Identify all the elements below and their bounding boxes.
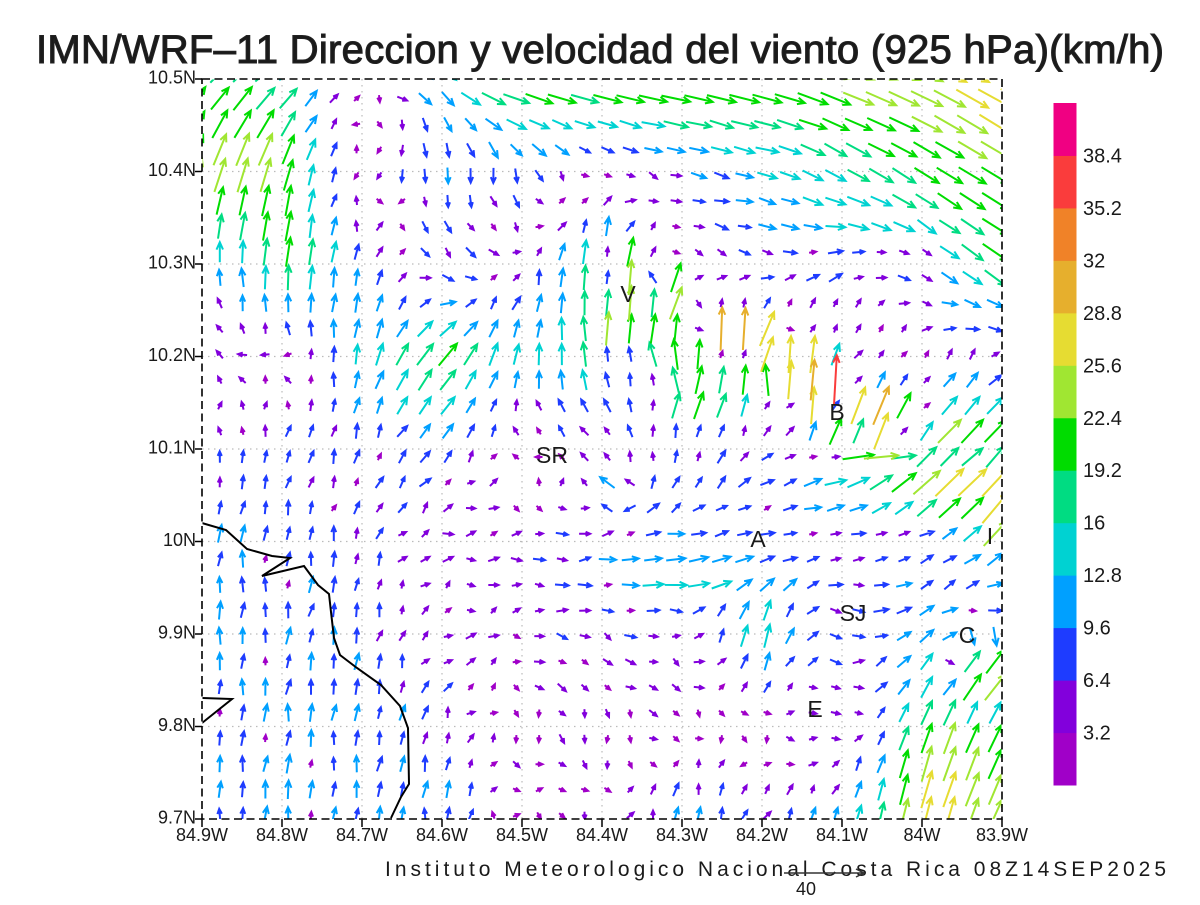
svg-text:9.7N: 9.7N <box>158 808 196 828</box>
svg-text:84W: 84W <box>903 825 940 845</box>
svg-text:10.5N: 10.5N <box>148 68 196 88</box>
svg-text:10.1N: 10.1N <box>148 438 196 458</box>
svg-text:A: A <box>750 526 766 552</box>
svg-text:9.9N: 9.9N <box>158 623 196 643</box>
svg-text:84.8W: 84.8W <box>256 825 308 845</box>
svg-text:10.4N: 10.4N <box>148 160 196 180</box>
svg-text:84.4W: 84.4W <box>576 825 628 845</box>
svg-text:25.6: 25.6 <box>1083 355 1122 377</box>
svg-text:83.9W: 83.9W <box>976 825 1028 845</box>
svg-text:19.2: 19.2 <box>1083 460 1122 482</box>
svg-text:10.2N: 10.2N <box>148 345 196 365</box>
svg-text:6.4: 6.4 <box>1083 670 1111 692</box>
svg-text:C: C <box>959 622 976 648</box>
svg-text:22.4: 22.4 <box>1083 408 1122 430</box>
svg-text:B: B <box>829 399 844 425</box>
svg-text:3.2: 3.2 <box>1083 723 1111 745</box>
svg-text:V: V <box>620 281 636 307</box>
svg-text:35.2: 35.2 <box>1083 198 1122 220</box>
svg-text:84.2W: 84.2W <box>736 825 788 845</box>
svg-text:SJ: SJ <box>840 600 867 626</box>
svg-text:84.1W: 84.1W <box>816 825 868 845</box>
svg-text:9.8N: 9.8N <box>158 715 196 735</box>
svg-text:32: 32 <box>1083 250 1105 272</box>
svg-text:16: 16 <box>1083 513 1105 535</box>
svg-text:38.4: 38.4 <box>1083 146 1122 168</box>
svg-text:SR: SR <box>536 442 568 468</box>
svg-text:40: 40 <box>796 879 816 899</box>
svg-text:10N: 10N <box>163 530 196 550</box>
svg-text:IMN/WRF–11 Direccion y velocid: IMN/WRF–11 Direccion y velocidad del vie… <box>36 28 1164 72</box>
svg-text:9.6: 9.6 <box>1083 618 1111 640</box>
svg-text:84.5W: 84.5W <box>496 825 548 845</box>
svg-text:84.6W: 84.6W <box>416 825 468 845</box>
svg-text:12.8: 12.8 <box>1083 565 1122 587</box>
svg-text:I: I <box>987 523 993 549</box>
svg-text:10.3N: 10.3N <box>148 253 196 273</box>
svg-text:84.9W: 84.9W <box>176 825 228 845</box>
svg-text:84.3W: 84.3W <box>656 825 708 845</box>
svg-text:28.8: 28.8 <box>1083 303 1122 325</box>
svg-text:E: E <box>807 696 822 722</box>
svg-text:84.7W: 84.7W <box>336 825 388 845</box>
